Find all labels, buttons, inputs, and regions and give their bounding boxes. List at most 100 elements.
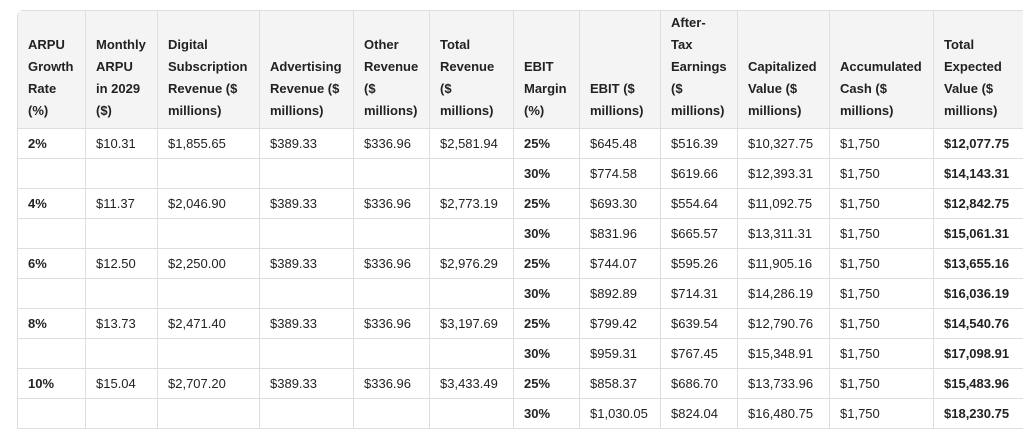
table-cell: $1,750 (829, 248, 934, 279)
table-cell: $1,030.05 (579, 398, 661, 429)
table-cell: $619.66 (660, 158, 738, 189)
table-cell: 30% (513, 218, 580, 249)
table-cell: $3,197.69 (429, 308, 514, 339)
table-cell: $13,311.31 (737, 218, 830, 249)
table-cell: $11,092.75 (737, 188, 830, 219)
table-cell: $959.31 (579, 338, 661, 369)
table-cell: $13,655.16 (933, 248, 1023, 279)
table-cell: $12,077.75 (933, 128, 1023, 159)
table-cell: $14,540.76 (933, 308, 1023, 339)
table-cell (353, 338, 430, 369)
table-cell: $13.73 (85, 308, 158, 339)
table-cell: $1,750 (829, 278, 934, 309)
table-cell: $3,433.49 (429, 368, 514, 399)
table-cell: 4% (17, 188, 86, 219)
table-cell: 30% (513, 158, 580, 189)
table-cell: $10.31 (85, 128, 158, 159)
table-cell: 30% (513, 398, 580, 429)
table-cell (85, 278, 158, 309)
table-cell: $767.45 (660, 338, 738, 369)
table-cell (429, 218, 514, 249)
header-cell: Digital Subscription Revenue ($ millions… (157, 10, 260, 129)
table-cell: 8% (17, 308, 86, 339)
table-cell: $1,750 (829, 218, 934, 249)
table-cell (85, 398, 158, 429)
table-cell (259, 158, 354, 189)
header-cell: Total Revenue ($ millions) (429, 10, 514, 129)
table-cell: 30% (513, 338, 580, 369)
table-row: 30% $1,030.05 $824.04 $16,480.75 $1,750 $18,2… (17, 398, 1023, 429)
table-cell: $11.37 (85, 188, 158, 219)
table-cell (353, 398, 430, 429)
table-cell: 2% (17, 128, 86, 159)
table-cell: 25% (513, 188, 580, 219)
table-cell: 10% (17, 368, 86, 399)
table-row: 4% $11.37 $2,046.90 $389.33 $336.96 $2,773.19… (17, 188, 1023, 219)
table-cell: $1,750 (829, 188, 934, 219)
table-cell: $15,061.31 (933, 218, 1023, 249)
table-cell: $13,733.96 (737, 368, 830, 399)
table-cell: $389.33 (259, 368, 354, 399)
table-row: 10% $15.04 $2,707.20 $389.33 $336.96 $3,433.4… (17, 368, 1023, 399)
header-cell: Other Revenue ($ millions) (353, 10, 430, 129)
table-body: 2% $10.31 $1,855.65 $389.33 $336.96 $2,581.94… (17, 128, 1023, 429)
table-row: 8% $13.73 $2,471.40 $389.33 $336.96 $3,197.69… (17, 308, 1023, 339)
table-cell: $516.39 (660, 128, 738, 159)
table-cell: $831.96 (579, 218, 661, 249)
table-row: 6% $12.50 $2,250.00 $389.33 $336.96 $2,976.29… (17, 248, 1023, 279)
table-cell: $2,581.94 (429, 128, 514, 159)
table-cell: 25% (513, 368, 580, 399)
table-cell (85, 158, 158, 189)
table-cell: $1,750 (829, 338, 934, 369)
table-cell: $18,230.75 (933, 398, 1023, 429)
table-cell (157, 338, 260, 369)
header-cell: EBIT Margin (%) (513, 10, 580, 129)
table-cell: $336.96 (353, 188, 430, 219)
table-cell: $693.30 (579, 188, 661, 219)
table-cell: $799.42 (579, 308, 661, 339)
header-cell: After-Tax Earnings ($ millions) (660, 10, 738, 129)
table-cell: $774.58 (579, 158, 661, 189)
table-cell (353, 158, 430, 189)
table-cell (429, 158, 514, 189)
table-cell: $15,348.91 (737, 338, 830, 369)
table-cell: $2,046.90 (157, 188, 260, 219)
table-cell (259, 278, 354, 309)
table-cell: $595.26 (660, 248, 738, 279)
table-cell: 6% (17, 248, 86, 279)
table-cell (429, 398, 514, 429)
table-cell: $824.04 (660, 398, 738, 429)
table-cell: $389.33 (259, 308, 354, 339)
table-cell (429, 278, 514, 309)
table-cell: $15.04 (85, 368, 158, 399)
header-cell: Advertising Revenue ($ millions) (259, 10, 354, 129)
table-cell (157, 398, 260, 429)
table-cell (17, 338, 86, 369)
table-cell: $12,842.75 (933, 188, 1023, 219)
table-cell (85, 338, 158, 369)
header-cell: EBIT ($ millions) (579, 10, 661, 129)
table-cell: $14,286.19 (737, 278, 830, 309)
table-cell: $389.33 (259, 128, 354, 159)
table-cell (85, 218, 158, 249)
table-cell (17, 398, 86, 429)
table-cell (429, 338, 514, 369)
table-cell (353, 278, 430, 309)
table-cell: $336.96 (353, 248, 430, 279)
table-cell: $858.37 (579, 368, 661, 399)
header-cell: Monthly ARPU in 2029 ($) (85, 10, 158, 129)
table-cell (259, 398, 354, 429)
header-row: ARPU Growth Rate (%) Monthly ARPU in 2029… (17, 10, 1023, 129)
table-cell: $1,750 (829, 308, 934, 339)
table-cell (17, 158, 86, 189)
table-cell (157, 278, 260, 309)
table-cell (259, 218, 354, 249)
table-cell: $17,098.91 (933, 338, 1023, 369)
table-row: 30% $831.96 $665.57 $13,311.31 $1,750 $15,061… (17, 218, 1023, 249)
table-cell: $336.96 (353, 128, 430, 159)
table-cell: $2,471.40 (157, 308, 260, 339)
table-cell (259, 338, 354, 369)
table-cell: $2,773.19 (429, 188, 514, 219)
table-cell: $639.54 (660, 308, 738, 339)
